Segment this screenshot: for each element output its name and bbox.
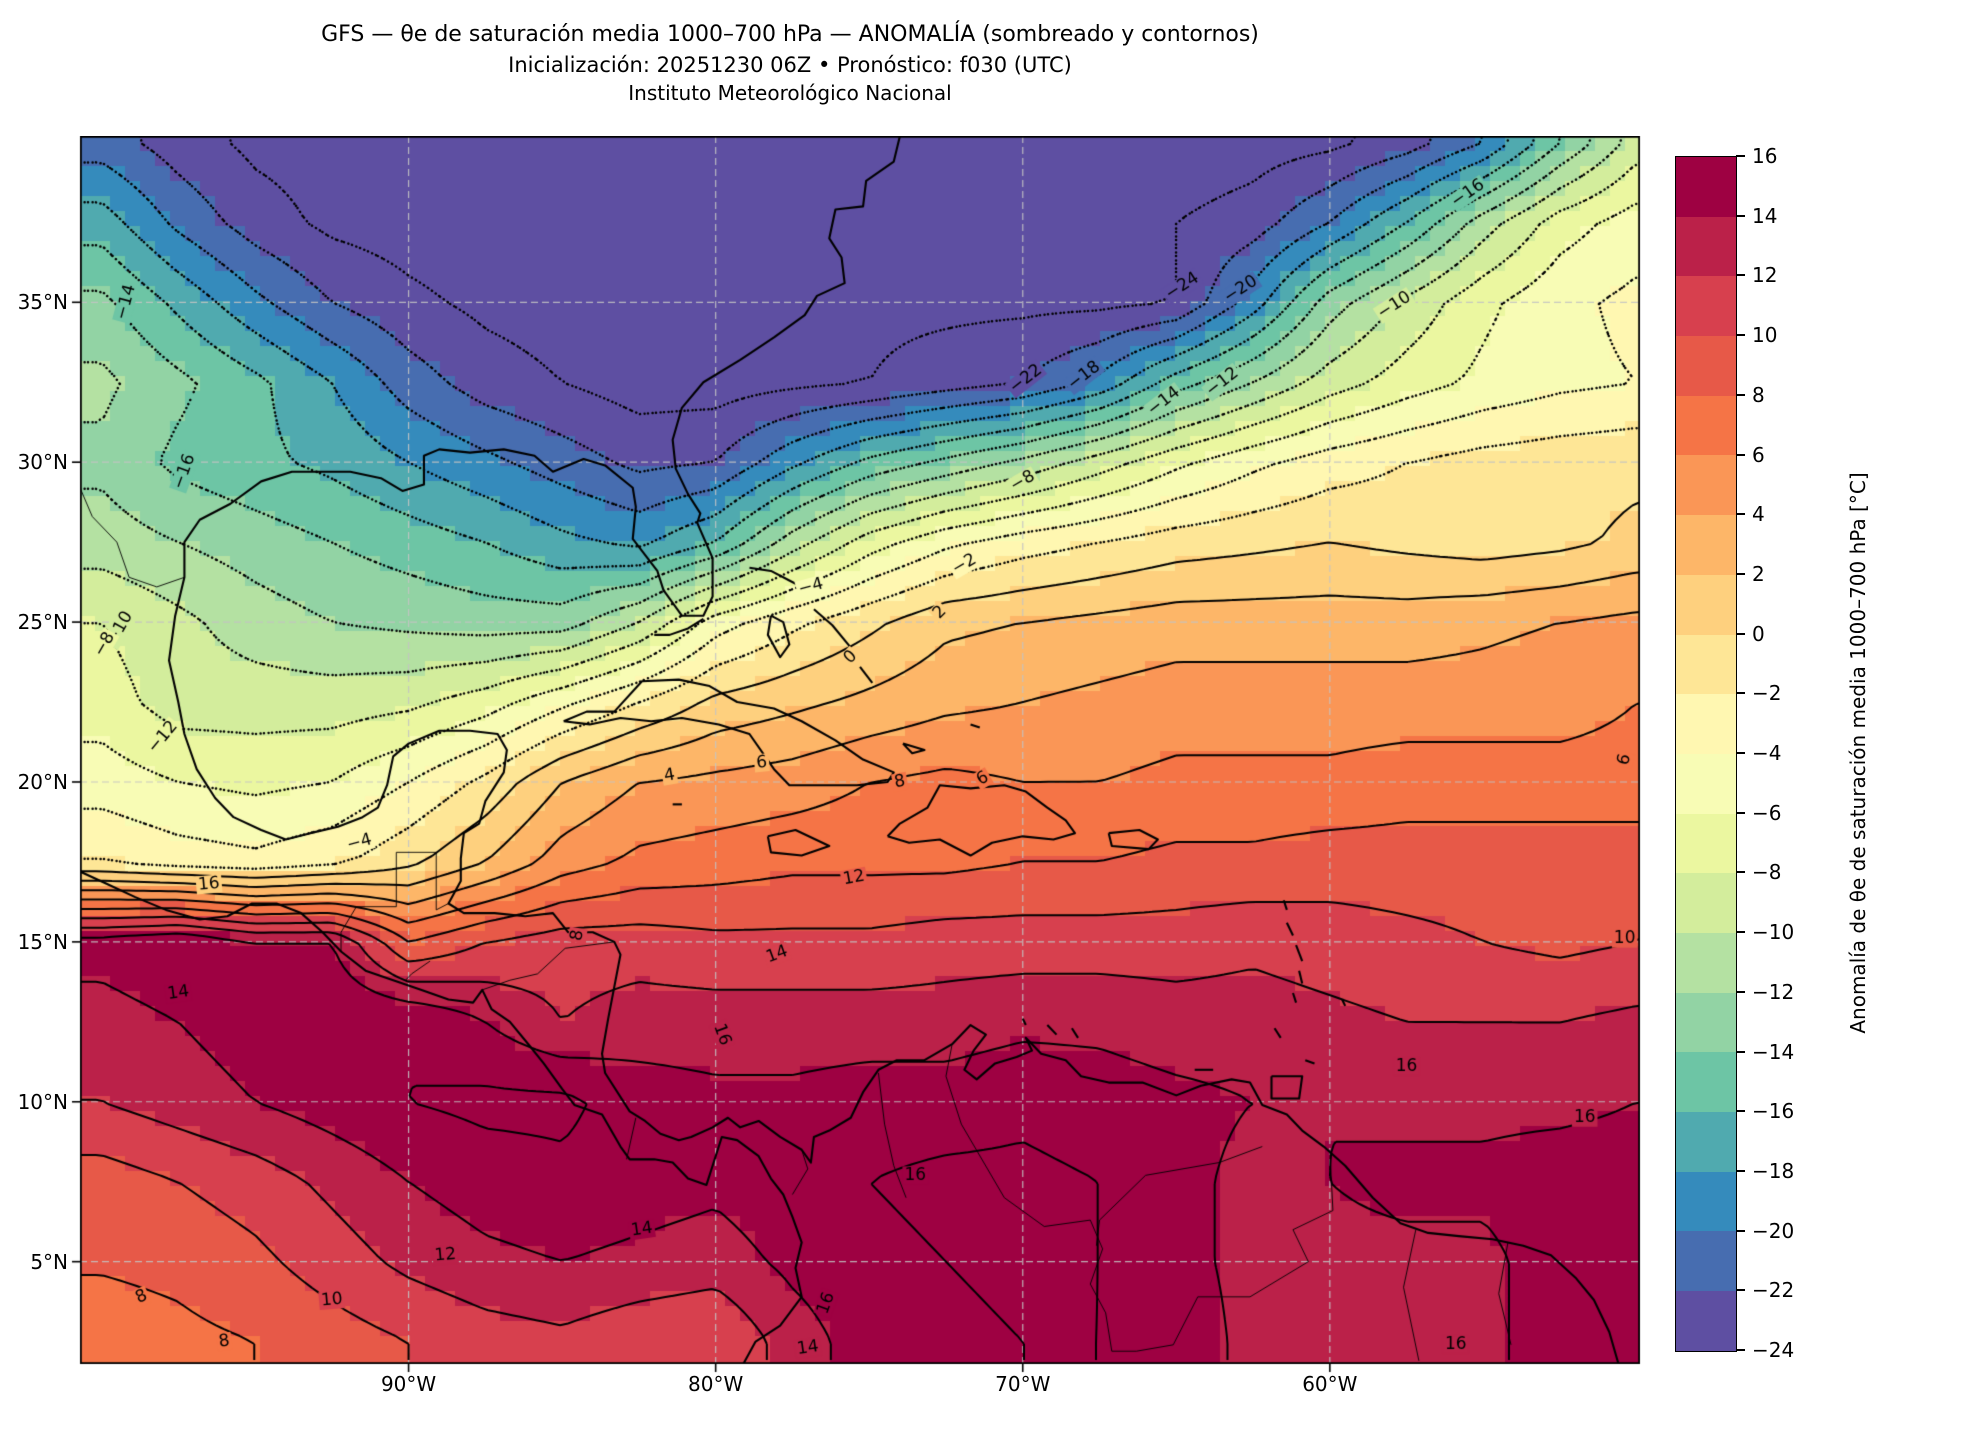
colorbar-tick-label: 16 (1752, 144, 1778, 168)
lat-tick-label: 10°N (17, 1089, 68, 1114)
colorbar-band (1676, 694, 1736, 754)
colorbar-band (1676, 1052, 1736, 1112)
colorbar-tick-label: −12 (1752, 979, 1795, 1004)
lat-tick-label: 20°N (17, 769, 68, 794)
colorbar-tick-label: 8 (1752, 382, 1765, 407)
lat-tick-label: 25°N (17, 610, 68, 635)
colorbar-tick-label: 10 (1752, 323, 1778, 348)
colorbar-band (1676, 873, 1736, 933)
colorbar-tick-mark (1736, 752, 1745, 754)
colorbar-tick-mark (1736, 692, 1745, 695)
colorbar-band (1676, 276, 1736, 337)
colorbar-tick-mark (1736, 990, 1745, 993)
colorbar-axis-label: Anomalía de θe de saturación media 1000–… (1846, 472, 1870, 1034)
colorbar-tick-mark (1736, 513, 1745, 516)
colorbar-band (1676, 753, 1736, 814)
colorbar-tick-mark (1736, 274, 1745, 277)
colorbar-tick-label: −14 (1752, 1039, 1795, 1064)
colorbar-tick-mark (1736, 931, 1745, 934)
colorbar-tick-label: −16 (1752, 1099, 1795, 1124)
colorbar-tick-label: 14 (1752, 203, 1778, 228)
colorbar-tick-mark (1736, 1229, 1745, 1232)
colorbar-band (1676, 336, 1736, 396)
colorbar-tick-mark (1736, 632, 1745, 635)
colorbar-tick-label: 6 (1752, 442, 1765, 467)
colorbar-tick-mark (1736, 1169, 1745, 1172)
colorbar-band (1676, 515, 1736, 575)
colorbar-band (1676, 813, 1736, 874)
colorbar-tick-label: −2 (1752, 681, 1782, 706)
chart-institution: Instituto Meteorológico Nacional (628, 81, 952, 105)
colorbar-tick-label: −22 (1752, 1278, 1795, 1303)
colorbar-tick-label: 12 (1752, 263, 1778, 288)
colorbar-tick-mark (1736, 1289, 1745, 1292)
colorbar-tick-mark (1736, 572, 1745, 575)
colorbar-band (1676, 932, 1736, 993)
colorbar-tick-label: −18 (1752, 1158, 1795, 1183)
colorbar-band (1676, 157, 1736, 217)
colorbar-tick-mark (1736, 334, 1745, 337)
colorbar-tick-mark (1736, 1110, 1745, 1113)
colorbar-band (1676, 455, 1736, 516)
map-canvas (70, 136, 1650, 1376)
lon-tick-label: 90°W (380, 1372, 437, 1396)
lat-tick-label: 15°N (17, 929, 68, 954)
colorbar-tick-label: 4 (1752, 502, 1765, 527)
colorbar-band (1676, 574, 1736, 635)
colorbar-tick-mark (1736, 155, 1745, 157)
colorbar-tick-label: −20 (1752, 1218, 1795, 1243)
colorbar-tick-label: 2 (1752, 561, 1765, 586)
lon-tick-label: 80°W (688, 1372, 744, 1396)
colorbar-tick-mark (1736, 811, 1745, 814)
colorbar-tick-mark (1736, 393, 1745, 396)
chart-subtitle: Inicialización: 20251230 06Z • Pronóstic… (508, 53, 1072, 77)
colorbar-tick-label: −10 (1752, 920, 1795, 945)
colorbar-band (1676, 1291, 1736, 1351)
colorbar-tick-label: −4 (1752, 741, 1782, 765)
lat-tick-label: 30°N (17, 450, 68, 475)
colorbar-tick-mark (1736, 214, 1745, 217)
colorbar-tick-label: −8 (1752, 860, 1782, 885)
lon-tick-label: 70°W (995, 1372, 1051, 1396)
colorbar (1675, 156, 1737, 1352)
colorbar-band (1676, 992, 1736, 1053)
lon-tick-label: 60°W (1302, 1372, 1358, 1396)
colorbar-band (1676, 1112, 1736, 1172)
colorbar-tick-mark (1736, 871, 1745, 874)
colorbar-band (1676, 1171, 1736, 1232)
colorbar-tick-label: −24 (1752, 1338, 1795, 1362)
lat-tick-label: 5°N (30, 1249, 68, 1274)
colorbar-band (1676, 1231, 1736, 1292)
colorbar-tick-mark (1736, 1050, 1745, 1053)
chart-title: GFS — θe de saturación media 1000–700 hP… (321, 22, 1259, 47)
colorbar-band (1676, 395, 1736, 456)
colorbar-tick-mark (1736, 453, 1745, 456)
colorbar-tick-label: −6 (1752, 800, 1782, 825)
colorbar-tick-mark (1736, 1349, 1745, 1351)
colorbar-tick-label: 0 (1752, 621, 1765, 646)
colorbar-band (1676, 216, 1736, 277)
colorbar-band (1676, 634, 1736, 695)
lat-tick-label: 35°N (17, 290, 68, 315)
